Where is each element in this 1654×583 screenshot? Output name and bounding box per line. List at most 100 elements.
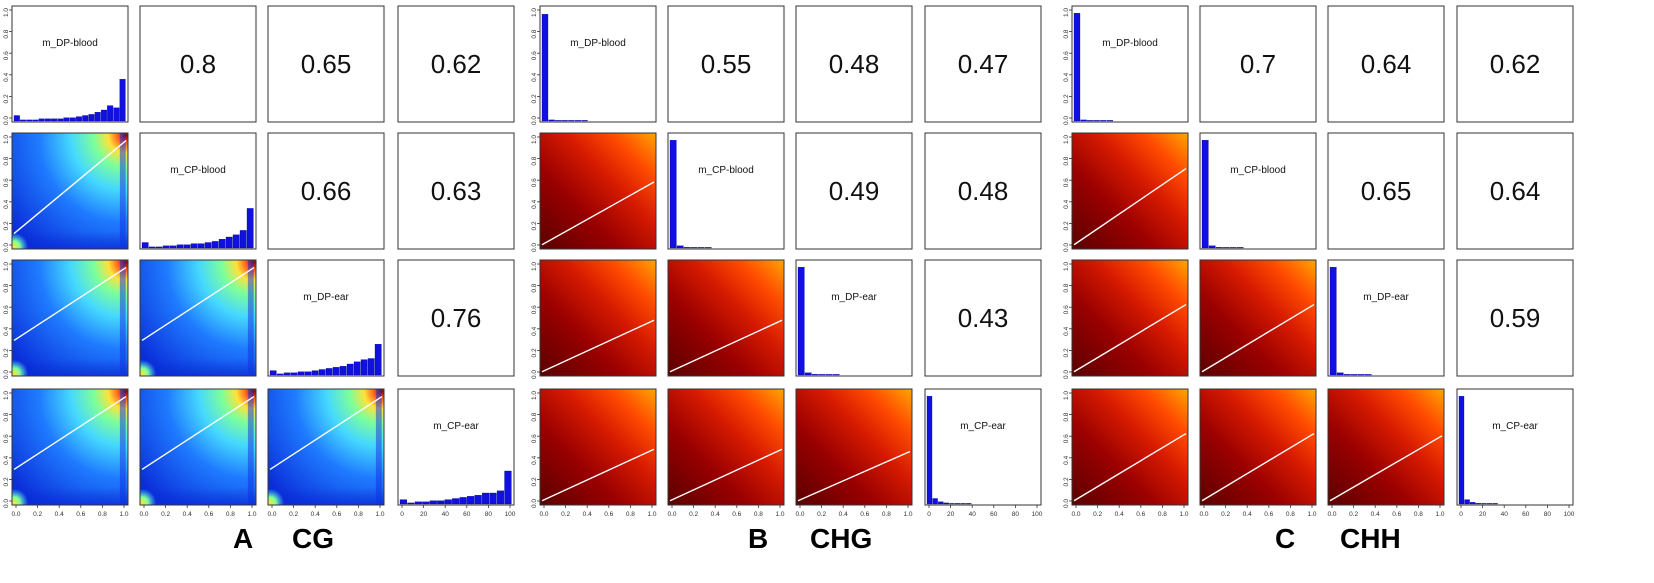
y-tick-label: 0.2 bbox=[531, 477, 538, 486]
correlation-value: 0.49 bbox=[829, 176, 880, 206]
density-plot bbox=[796, 389, 912, 505]
hist-bar bbox=[1236, 247, 1244, 249]
y-tick-label: 0.4 bbox=[531, 199, 538, 208]
hist-bar bbox=[1329, 267, 1337, 376]
density-plot bbox=[12, 389, 128, 505]
cell-3-0: 0.0 0.2 0.4 0.6 0.8 1.0 0.0 0.2 0.4 0.6 0.8 1.0 bbox=[1063, 388, 1189, 518]
hist-bar bbox=[548, 119, 555, 122]
hist-bar bbox=[804, 372, 812, 376]
y-tick-label: 0.0 bbox=[1063, 243, 1070, 252]
correlation-value: 0.48 bbox=[829, 49, 880, 79]
hist-bar bbox=[1481, 503, 1487, 505]
density-column bbox=[119, 133, 126, 249]
y-tick-label: 0.2 bbox=[1063, 477, 1070, 486]
corr-cell-frame bbox=[795, 5, 913, 123]
hist-bar bbox=[811, 374, 819, 376]
fit-line bbox=[797, 450, 911, 502]
y-tick-label: 0.0 bbox=[531, 499, 538, 508]
x-tick-label: 0.0 bbox=[267, 511, 276, 518]
hist-bar bbox=[204, 242, 212, 249]
density-column bbox=[119, 389, 126, 505]
variable-label: m_CP-ear bbox=[1492, 421, 1538, 432]
y-tick-label: 0.2 bbox=[531, 348, 538, 357]
cell-3-1: 0.0 0.2 0.4 0.6 0.8 1.0 bbox=[139, 388, 257, 518]
fit-line bbox=[1073, 168, 1187, 246]
hist-bar bbox=[119, 79, 126, 122]
hist-bar bbox=[561, 120, 568, 122]
cell-3-2: 0.0 0.2 0.4 0.6 0.8 1.0 bbox=[795, 388, 913, 518]
x-tick-label: 0.6 bbox=[604, 511, 613, 518]
x-tick-label: 0.0 bbox=[539, 511, 548, 518]
x-tick-label: 0.0 bbox=[795, 511, 804, 518]
correlation-value: 0.65 bbox=[301, 49, 352, 79]
corr-cell-frame bbox=[397, 259, 515, 377]
y-tick-label: 0.6 bbox=[3, 305, 10, 314]
variable-label: m_DP-blood bbox=[1102, 38, 1158, 49]
x-tick-label: 0.6 bbox=[732, 511, 741, 518]
corr-cell-frame bbox=[795, 132, 913, 250]
cell-2-3: 0.76 bbox=[397, 259, 515, 377]
hist-bar bbox=[496, 490, 505, 505]
panel-letter: A bbox=[233, 523, 253, 554]
x-tick-label: 40 bbox=[442, 511, 450, 518]
hist-bar bbox=[367, 358, 375, 376]
hist-bar bbox=[1080, 119, 1087, 122]
pairs-panel-C: m_DP-blood 0.7 0.64 0.62 0.0 0.2 0.4 0.6 0.8 1.0 m… bbox=[1063, 5, 1575, 518]
density-plot bbox=[668, 260, 784, 376]
y-tick-label: 1.0 bbox=[3, 8, 10, 17]
density-frame bbox=[795, 388, 913, 506]
fit-line bbox=[13, 396, 127, 470]
cell-3-3: m_CP-ear 0 20 40 60 80 100 bbox=[924, 388, 1043, 518]
density-frame bbox=[1071, 388, 1189, 506]
correlation-value: 0.55 bbox=[701, 49, 752, 79]
cell-1-0: 0.0 0.2 0.4 0.6 0.8 1.0 bbox=[1063, 132, 1189, 252]
y-tick-label: 0.6 bbox=[3, 178, 10, 187]
fit-line bbox=[541, 319, 655, 373]
hist-bar bbox=[1073, 13, 1081, 122]
pairs-panel-B: m_DP-blood 0.55 0.48 0.47 0.0 0.2 0.4 0.6 0.8 1.0… bbox=[531, 5, 1043, 518]
x-tick-label: 0 bbox=[927, 511, 931, 518]
cell-0-1: 0.55 bbox=[667, 5, 785, 123]
hist-bar bbox=[88, 114, 95, 122]
cell-2-0: 0.0 0.2 0.4 0.6 0.8 1.0 bbox=[3, 259, 129, 379]
cell-0-2: 0.65 bbox=[267, 5, 385, 123]
cell-0-1: 0.8 bbox=[139, 5, 257, 123]
hist-bar bbox=[148, 246, 156, 249]
y-tick-label: 1.0 bbox=[531, 8, 538, 17]
correlation-value: 0.63 bbox=[431, 176, 482, 206]
x-tick-label: 100 bbox=[505, 511, 516, 518]
hist-cell-frame bbox=[11, 5, 129, 123]
y-tick-label: 0.4 bbox=[531, 455, 538, 464]
x-tick-label: 0.2 bbox=[1221, 511, 1230, 518]
cell-2-0: 0.0 0.2 0.4 0.6 0.8 1.0 bbox=[1063, 259, 1189, 379]
y-tick-label: 0.2 bbox=[1063, 221, 1070, 230]
cell-1-1: m_CP-blood bbox=[667, 132, 785, 250]
hist-bar bbox=[276, 373, 284, 376]
panel-context: CHH bbox=[1340, 523, 1401, 554]
y-tick-label: 0.4 bbox=[3, 326, 10, 335]
cell-0-3: 0.47 bbox=[924, 5, 1042, 123]
hist-bar bbox=[459, 497, 467, 505]
x-tick-label: 0.0 bbox=[1071, 511, 1080, 518]
panel-context: CHG bbox=[810, 523, 872, 554]
x-tick-label: 0.8 bbox=[1158, 511, 1167, 518]
density-plot bbox=[1200, 260, 1316, 376]
cell-2-3: 0.59 bbox=[1456, 259, 1574, 377]
density-plot bbox=[1200, 389, 1316, 505]
hist-bar bbox=[568, 120, 575, 122]
density-fill bbox=[1072, 260, 1188, 376]
hist-bar bbox=[113, 107, 120, 122]
hist-bar bbox=[1364, 374, 1372, 376]
corr-cell-frame bbox=[924, 132, 1042, 250]
hist-bar bbox=[555, 120, 562, 122]
hist-bar bbox=[155, 246, 163, 249]
hist-bar bbox=[949, 503, 955, 505]
hist-bar bbox=[225, 236, 233, 249]
x-tick-label: 1.0 bbox=[1307, 511, 1316, 518]
hist-bar bbox=[1336, 372, 1344, 376]
density-fill bbox=[1072, 389, 1188, 505]
hist-bar bbox=[141, 242, 149, 249]
y-tick-label: 0.4 bbox=[3, 455, 10, 464]
y-tick-label: 0.4 bbox=[3, 199, 10, 208]
density-column bbox=[119, 260, 126, 376]
